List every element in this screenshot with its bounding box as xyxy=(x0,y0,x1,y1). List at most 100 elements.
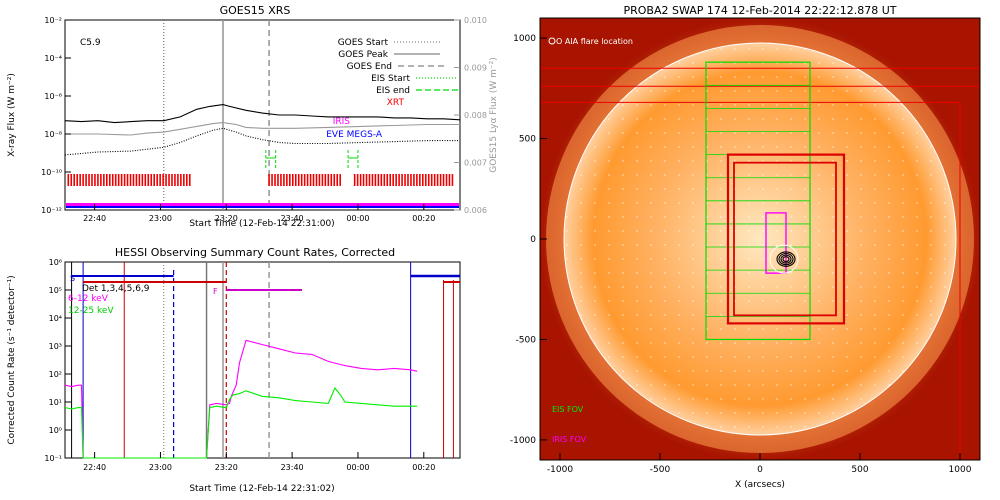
swap-y-tick-label: 500 xyxy=(519,135,536,145)
xrt-segment-2 xyxy=(353,174,454,186)
swap-annotation-eis: EIS FOV xyxy=(552,405,584,414)
hessi-panel: HESSI Observing Summary Count Rates, Cor… xyxy=(7,246,461,494)
swap-y-ticks: -1000 -500 0 500 1000 xyxy=(510,34,547,446)
goes-x-ticks: 22:40 23:00 23:20 23:40 00:00 00:20 xyxy=(83,204,435,223)
iris-fov-box-0 xyxy=(765,212,787,274)
hessi-series-line-1 xyxy=(64,386,418,459)
swap-x-tick-label: 1000 xyxy=(949,465,972,475)
hessi-flag-s: S xyxy=(70,274,75,283)
goes-y-tick-label: 10⁻⁸ xyxy=(44,130,62,139)
goes-x-tick-label: 00:20 xyxy=(412,214,435,223)
goes-class-label: C5.9 xyxy=(80,38,101,48)
goes-x-tick-label: 23:00 xyxy=(149,214,172,223)
xrt-segment-1 xyxy=(268,174,341,186)
goes-y-tick-label-right: 0.009 xyxy=(464,64,487,73)
goes-y-tick-label-right: 0.006 xyxy=(464,206,487,215)
iris-coverage-bar xyxy=(66,203,459,206)
legend-eve: EVE MEGS-A xyxy=(326,130,383,140)
goes-x-tick-label: 00:00 xyxy=(346,214,369,223)
hessi-title: HESSI Observing Summary Count Rates, Cor… xyxy=(115,246,395,259)
hessi-y-tick-label: 10⁴ xyxy=(49,314,62,323)
hessi-x-ticks: 22:40 23:00 23:20 23:40 00:00 00:20 xyxy=(83,452,435,472)
hessi-x-tick-label: 23:00 xyxy=(149,463,172,472)
goes-y-tick-label: 10⁻¹² xyxy=(41,206,62,215)
hessi-y-tick-label: 10⁻¹ xyxy=(44,454,62,463)
swap-image-panel: PROBA2 SWAP 174 12-Feb-2014 22:22:12.878… xyxy=(510,4,981,490)
flare-contour-3 xyxy=(782,256,790,263)
hessi-y-tick-label: 10³ xyxy=(49,342,62,351)
hessi-y-tick-label: 10⁶ xyxy=(49,258,62,267)
goes-series-line-0 xyxy=(64,104,461,124)
legend-eis-end: EIS end xyxy=(376,86,410,96)
swap-x-tick-label: 500 xyxy=(851,465,868,475)
legend-detectors: Det 1,3,4,5,6,9 xyxy=(82,284,150,294)
goes-y-axis-label-right: GOES15 Lyα Flux (W m⁻²) xyxy=(489,57,499,173)
hessi-legend: S Det 1,3,4,5,6,9 6-12 keV 12-25 keV F xyxy=(68,274,218,316)
eis-fov-0 xyxy=(705,61,811,341)
legend-goes-end: GOES End xyxy=(347,62,392,72)
legend-iris: IRIS xyxy=(333,117,351,127)
goes-x-tick-label: 23:20 xyxy=(215,214,238,223)
goes-y-ticks-right: 0.006 0.007 0.008 0.009 0.010 xyxy=(454,16,487,215)
aia-flare-location-marker xyxy=(769,244,799,274)
hessi-y-ticks: 10⁻¹ 10⁰ 10¹ 10² 10³ 10⁴ 10⁵ 10⁶ xyxy=(44,258,71,463)
goes-y-ticks: 10⁻¹² 10⁻¹⁰ 10⁻⁸ 10⁻⁶ 10⁻⁴ 10⁻² xyxy=(41,16,71,215)
flare-contour-2 xyxy=(780,254,792,264)
hessi-x-tick-label: 23:20 xyxy=(215,463,238,472)
flare-contour-0 xyxy=(776,251,796,267)
goes-legend: GOES Start GOES Peak GOES End EIS Start … xyxy=(326,38,458,140)
hessi-series-line-0 xyxy=(64,339,418,459)
swap-x-tick-label: 0 xyxy=(757,465,763,475)
goes-y-tick-label: 10⁻¹⁰ xyxy=(41,168,62,177)
eis-segment-0 xyxy=(265,150,277,168)
goes-x-axis-label: Start Time (12-Feb-14 22:31:00) xyxy=(189,219,334,229)
xrt-fov-box-0 xyxy=(733,161,837,317)
legend-goes-peak: GOES Peak xyxy=(338,50,388,60)
swap-sun-image xyxy=(540,18,980,460)
swap-annotation-aia: O AIA flare location xyxy=(556,37,633,46)
goes-title: GOES15 XRS xyxy=(220,4,291,17)
swap-limb-circle xyxy=(563,42,957,436)
hessi-y-tick-label: 10⁰ xyxy=(49,426,62,435)
swap-x-ticks: -1000 -500 0 500 1000 xyxy=(547,453,972,475)
flare-contour-1 xyxy=(778,252,794,266)
hessi-x-tick-label: 23:40 xyxy=(281,463,304,472)
hessi-y-tick-label: 10¹ xyxy=(49,398,62,407)
hessi-plot-area xyxy=(64,262,460,459)
goes-x-tick-label: 23:40 xyxy=(281,214,304,223)
eve-coverage-bar xyxy=(66,206,459,208)
hessi-x-tick-label: 00:20 xyxy=(412,463,435,472)
legend-eis-start: EIS Start xyxy=(371,74,410,84)
legend-6-12-kev: 6-12 keV xyxy=(68,294,109,304)
swap-x-tick-label: -1000 xyxy=(547,465,573,475)
swap-y-tick-label: -500 xyxy=(516,335,537,345)
swap-x-axis-label: X (arcsecs) xyxy=(735,480,785,490)
swap-title: PROBA2 SWAP 174 12-Feb-2014 22:22:12.878… xyxy=(624,4,897,17)
goes-y-tick-label-right: 0.010 xyxy=(464,16,487,25)
hessi-plot-frame xyxy=(64,261,461,459)
swap-annotation-iris: IRIS FOV xyxy=(552,435,587,444)
goes-x-tick-label: 22:40 xyxy=(83,214,106,223)
hessi-x-tick-label: 22:40 xyxy=(83,463,106,472)
swap-y-tick-label: -1000 xyxy=(510,436,536,446)
legend-goes-start: GOES Start xyxy=(338,38,389,48)
aia-legend-marker xyxy=(548,37,556,45)
goes-series-line-1 xyxy=(65,122,460,136)
goes-y-tick-label: 10⁻⁶ xyxy=(44,92,62,101)
goes-xrs-panel: GOES15 XRS 10⁻¹² 10⁻¹⁰ 10⁻⁸ 10⁻⁶ 10⁻⁴ 10⁻² 0.… xyxy=(7,4,499,229)
swap-coordinate-grid xyxy=(564,43,956,435)
hessi-x-axis-label: Start Time (12-Feb-14 22:31:02) xyxy=(189,484,334,494)
xrt-fov-outer-box-0 xyxy=(726,153,846,325)
goes-y-tick-label-right: 0.007 xyxy=(464,159,487,168)
goes-y-axis-label: X-ray Flux (W m⁻²) xyxy=(7,73,17,157)
swap-x-tick-label: -500 xyxy=(650,465,671,475)
goes-plot-area xyxy=(64,20,461,210)
eis-segment-1 xyxy=(347,150,359,168)
hessi-flag-f: F xyxy=(213,287,218,296)
legend-12-25-kev: 12-25 keV xyxy=(68,306,114,316)
hessi-y-tick-label: 10⁵ xyxy=(49,286,62,295)
hessi-x-tick-label: 00:00 xyxy=(346,463,369,472)
legend-xrt: XRT xyxy=(387,98,405,108)
